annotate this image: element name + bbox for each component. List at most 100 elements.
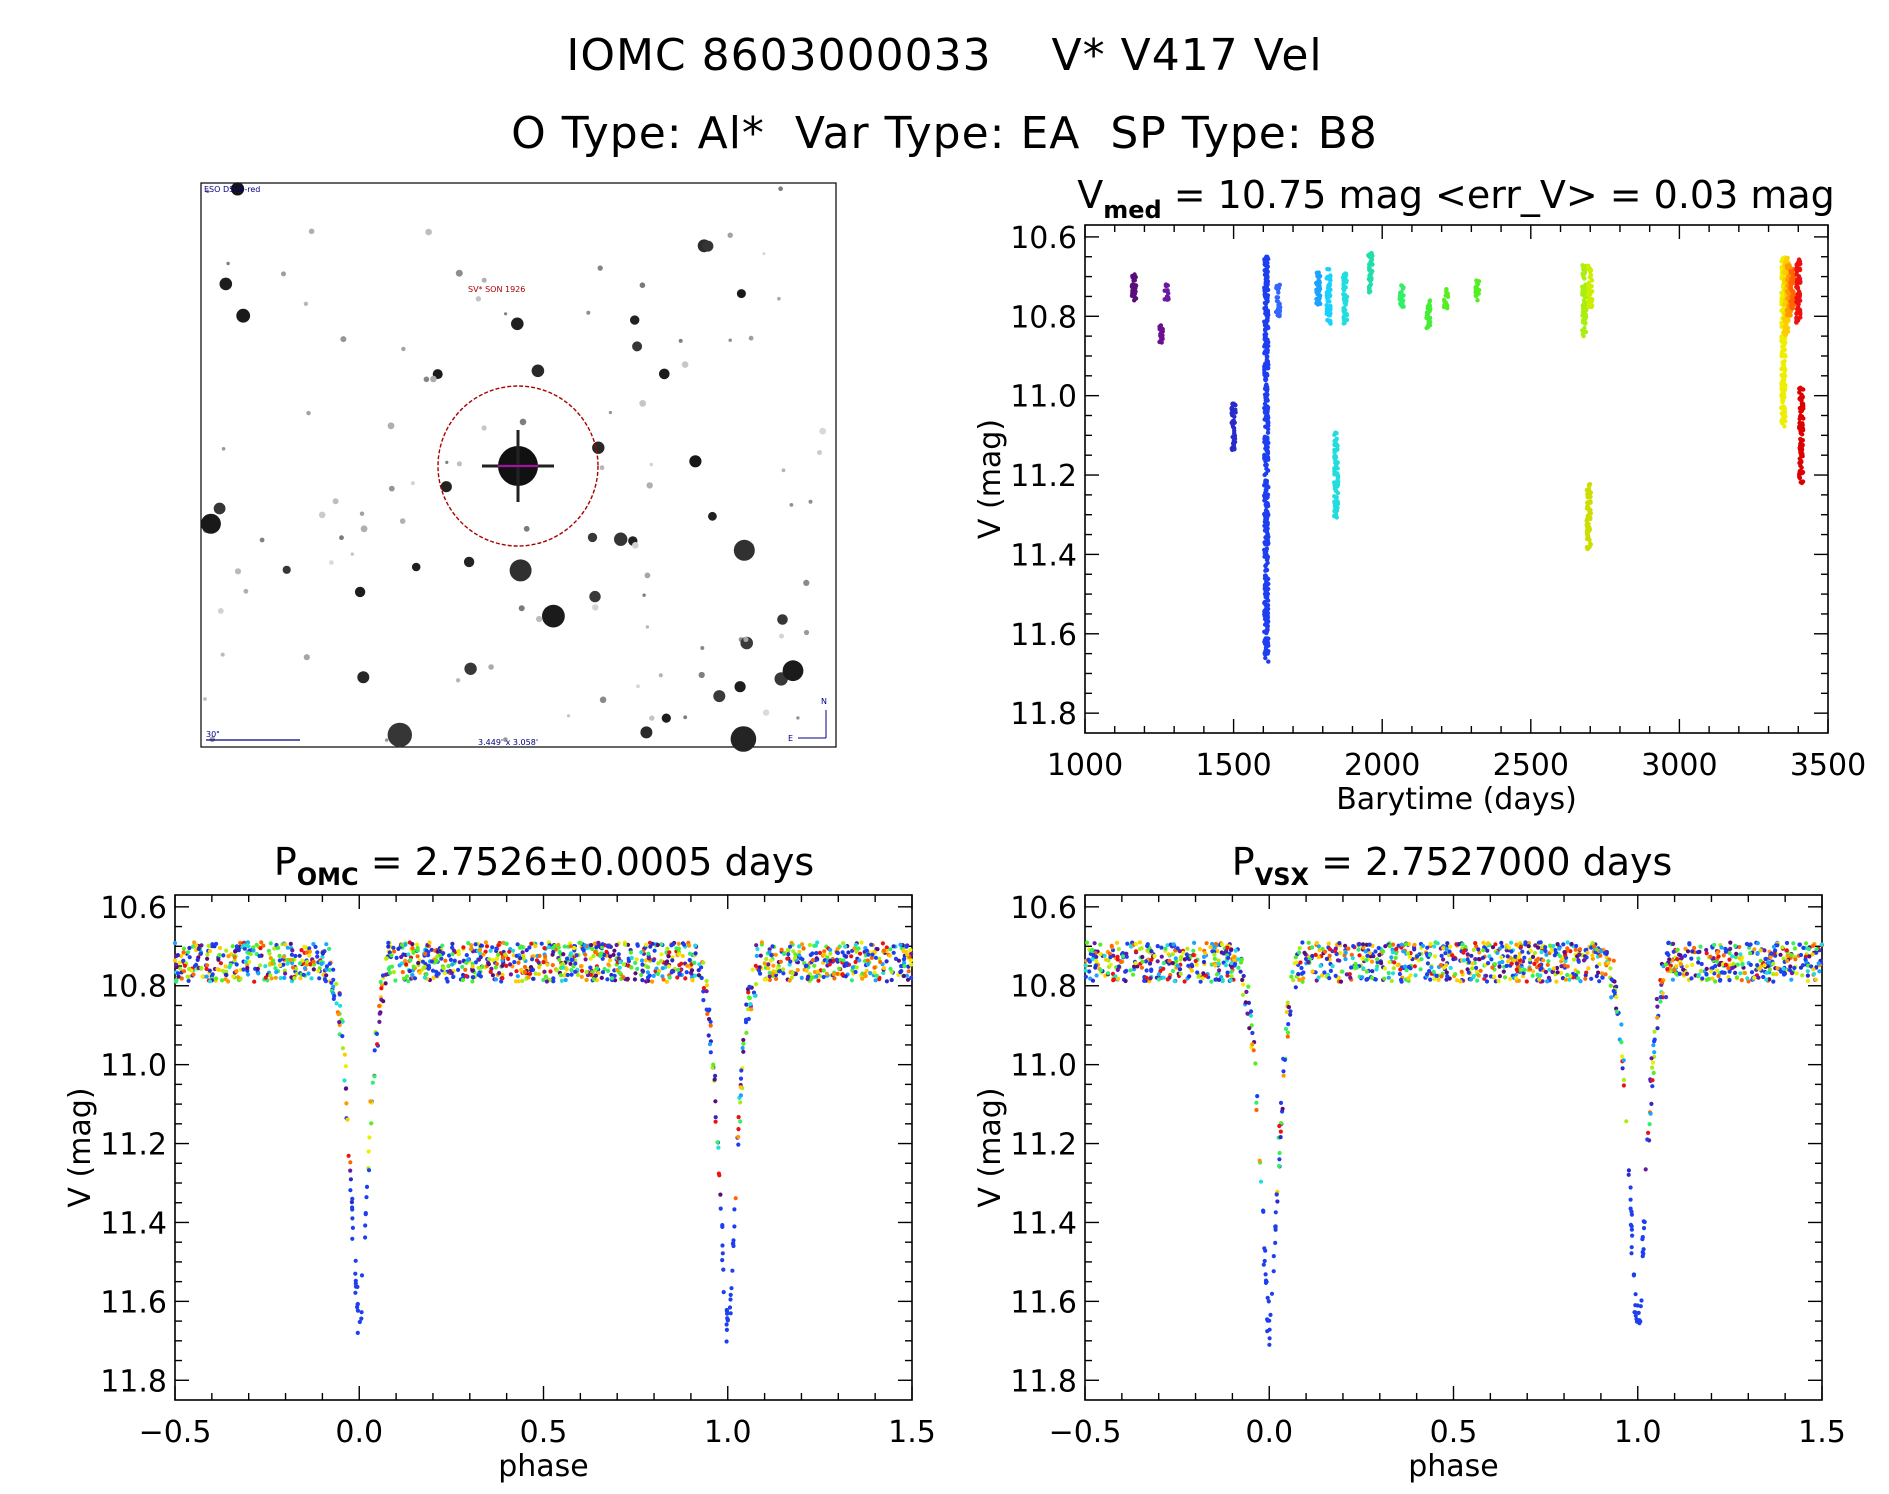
phase_vsx-point <box>1651 1070 1656 1075</box>
lightcurve-point <box>1264 466 1269 471</box>
phase_vsx-point <box>1650 1078 1655 1083</box>
phase_omc-point <box>334 981 339 986</box>
finder-star <box>589 590 601 603</box>
lightcurve-point <box>1265 606 1271 612</box>
phase_vsx-point <box>1495 950 1500 956</box>
phase_omc-point <box>744 1002 749 1007</box>
phase_omc-point <box>537 965 542 970</box>
phase_vsx-point <box>1085 940 1090 945</box>
phase_omc-point <box>496 952 501 957</box>
phase_vsx-point <box>1277 1150 1282 1156</box>
lightcurve-point <box>1263 641 1268 647</box>
main-title: IOMC 8603000033 V* V417 Vel <box>566 30 1323 81</box>
phase_omc-point <box>621 962 627 967</box>
finder-star <box>542 604 565 628</box>
lightcurve-point <box>1277 309 1283 314</box>
finder-star <box>205 189 210 194</box>
phase_vsx-point <box>1212 952 1217 957</box>
finder-star <box>519 418 527 426</box>
phase_omc-point <box>559 978 565 984</box>
phase_omc-point <box>364 1195 369 1200</box>
lightcurve-point <box>1164 283 1169 288</box>
phase_omc-point <box>541 960 546 965</box>
lightcurve-point <box>1231 401 1236 406</box>
phase_vsx-point <box>1229 974 1234 979</box>
phase_vsx-point <box>1551 943 1556 949</box>
phase_omc-point <box>306 971 311 976</box>
finder-star <box>636 684 640 689</box>
phase_omc-point <box>304 950 309 955</box>
phase_vsx-point <box>1129 944 1134 949</box>
phase_omc-point <box>605 977 610 982</box>
phase_vsx-point <box>1628 1206 1633 1211</box>
phase_vsx-point <box>1284 1009 1289 1015</box>
phase_vsx-point <box>1382 976 1387 981</box>
phase_omc-point <box>781 951 787 957</box>
lightcurve-point <box>1264 371 1270 377</box>
lightcurve-point <box>1401 304 1406 309</box>
phase_vsx-point <box>1144 968 1149 973</box>
phase_omc-point <box>728 1297 733 1302</box>
phase_vsx-point <box>1646 1130 1651 1135</box>
phase_vsx-point <box>1493 942 1498 947</box>
phase_vsx-point <box>1690 962 1695 968</box>
phase_vsx-point <box>1675 947 1680 952</box>
phase_vsx-point <box>1241 973 1246 979</box>
phase_vsx-point <box>1726 966 1731 971</box>
phase_omc-point <box>634 957 639 962</box>
lightcurve-point <box>1441 304 1447 310</box>
phase_omc-point <box>762 961 767 966</box>
phase_omc-point <box>488 969 493 975</box>
phase_omc-point <box>172 941 178 946</box>
phase_vsx-point <box>1666 940 1671 945</box>
finder-star <box>649 715 655 721</box>
finder-star <box>303 301 309 306</box>
lightcurve-point <box>1781 404 1786 409</box>
phase_omc-point <box>426 966 431 971</box>
phase_vsx-point <box>1250 1042 1255 1047</box>
phase_vsx-point <box>1241 982 1246 987</box>
phase_vsx-point <box>1156 972 1162 977</box>
phase_vsx-point <box>1299 965 1304 971</box>
phase_omc-point <box>632 977 638 982</box>
phase_vsx-point <box>1289 974 1294 979</box>
phase_omc-point <box>195 957 200 963</box>
lightcurve-point <box>1797 396 1802 401</box>
phase_omc-point <box>174 978 179 983</box>
phase_vsx-point <box>1394 946 1399 952</box>
phase_omc-point <box>777 969 782 974</box>
lightcurve-point <box>1344 317 1350 322</box>
phase_vsx-title-rest: = 2.7527000 days <box>1309 840 1672 884</box>
phase_vsx-point <box>1660 991 1665 996</box>
phase_vsx-point <box>1254 1107 1259 1113</box>
phase_vsx-point <box>1768 955 1773 960</box>
phase_vsx-point <box>1577 952 1582 957</box>
phase_omc-point <box>821 974 826 980</box>
finder-survey-label: ESO DSS2-red <box>204 185 260 194</box>
phase_omc-point <box>206 943 211 949</box>
lightcurve-xlabel: Barytime (days) <box>1336 782 1577 817</box>
lightcurve-point <box>1231 410 1236 415</box>
phase_vsx-point <box>1159 945 1164 950</box>
phase_omc-point <box>245 972 251 977</box>
phase_vsx-point <box>1333 948 1338 954</box>
finder-star <box>523 525 530 532</box>
lightcurve-point <box>1797 279 1803 284</box>
phase_omc-point <box>463 967 468 972</box>
phase_omc-point <box>581 948 586 953</box>
finder-star <box>236 308 251 323</box>
phase_vsx-point <box>1263 1272 1268 1277</box>
lightcurve-point <box>1263 440 1268 445</box>
phase_vsx-ytick-label: 10.8 <box>1010 970 1077 1005</box>
phase_omc-point <box>348 1188 353 1193</box>
phase_omc-point <box>508 972 513 977</box>
phase_omc-point <box>410 946 415 951</box>
phase_vsx-point <box>1681 967 1686 972</box>
phase_omc-point <box>816 978 821 983</box>
lightcurve-point <box>1399 300 1404 305</box>
finder-star <box>488 664 494 670</box>
phase_omc-point <box>223 964 228 969</box>
phase_omc-point <box>255 966 260 971</box>
phase_vsx-point <box>1730 965 1735 970</box>
phase_omc-point <box>822 952 827 957</box>
